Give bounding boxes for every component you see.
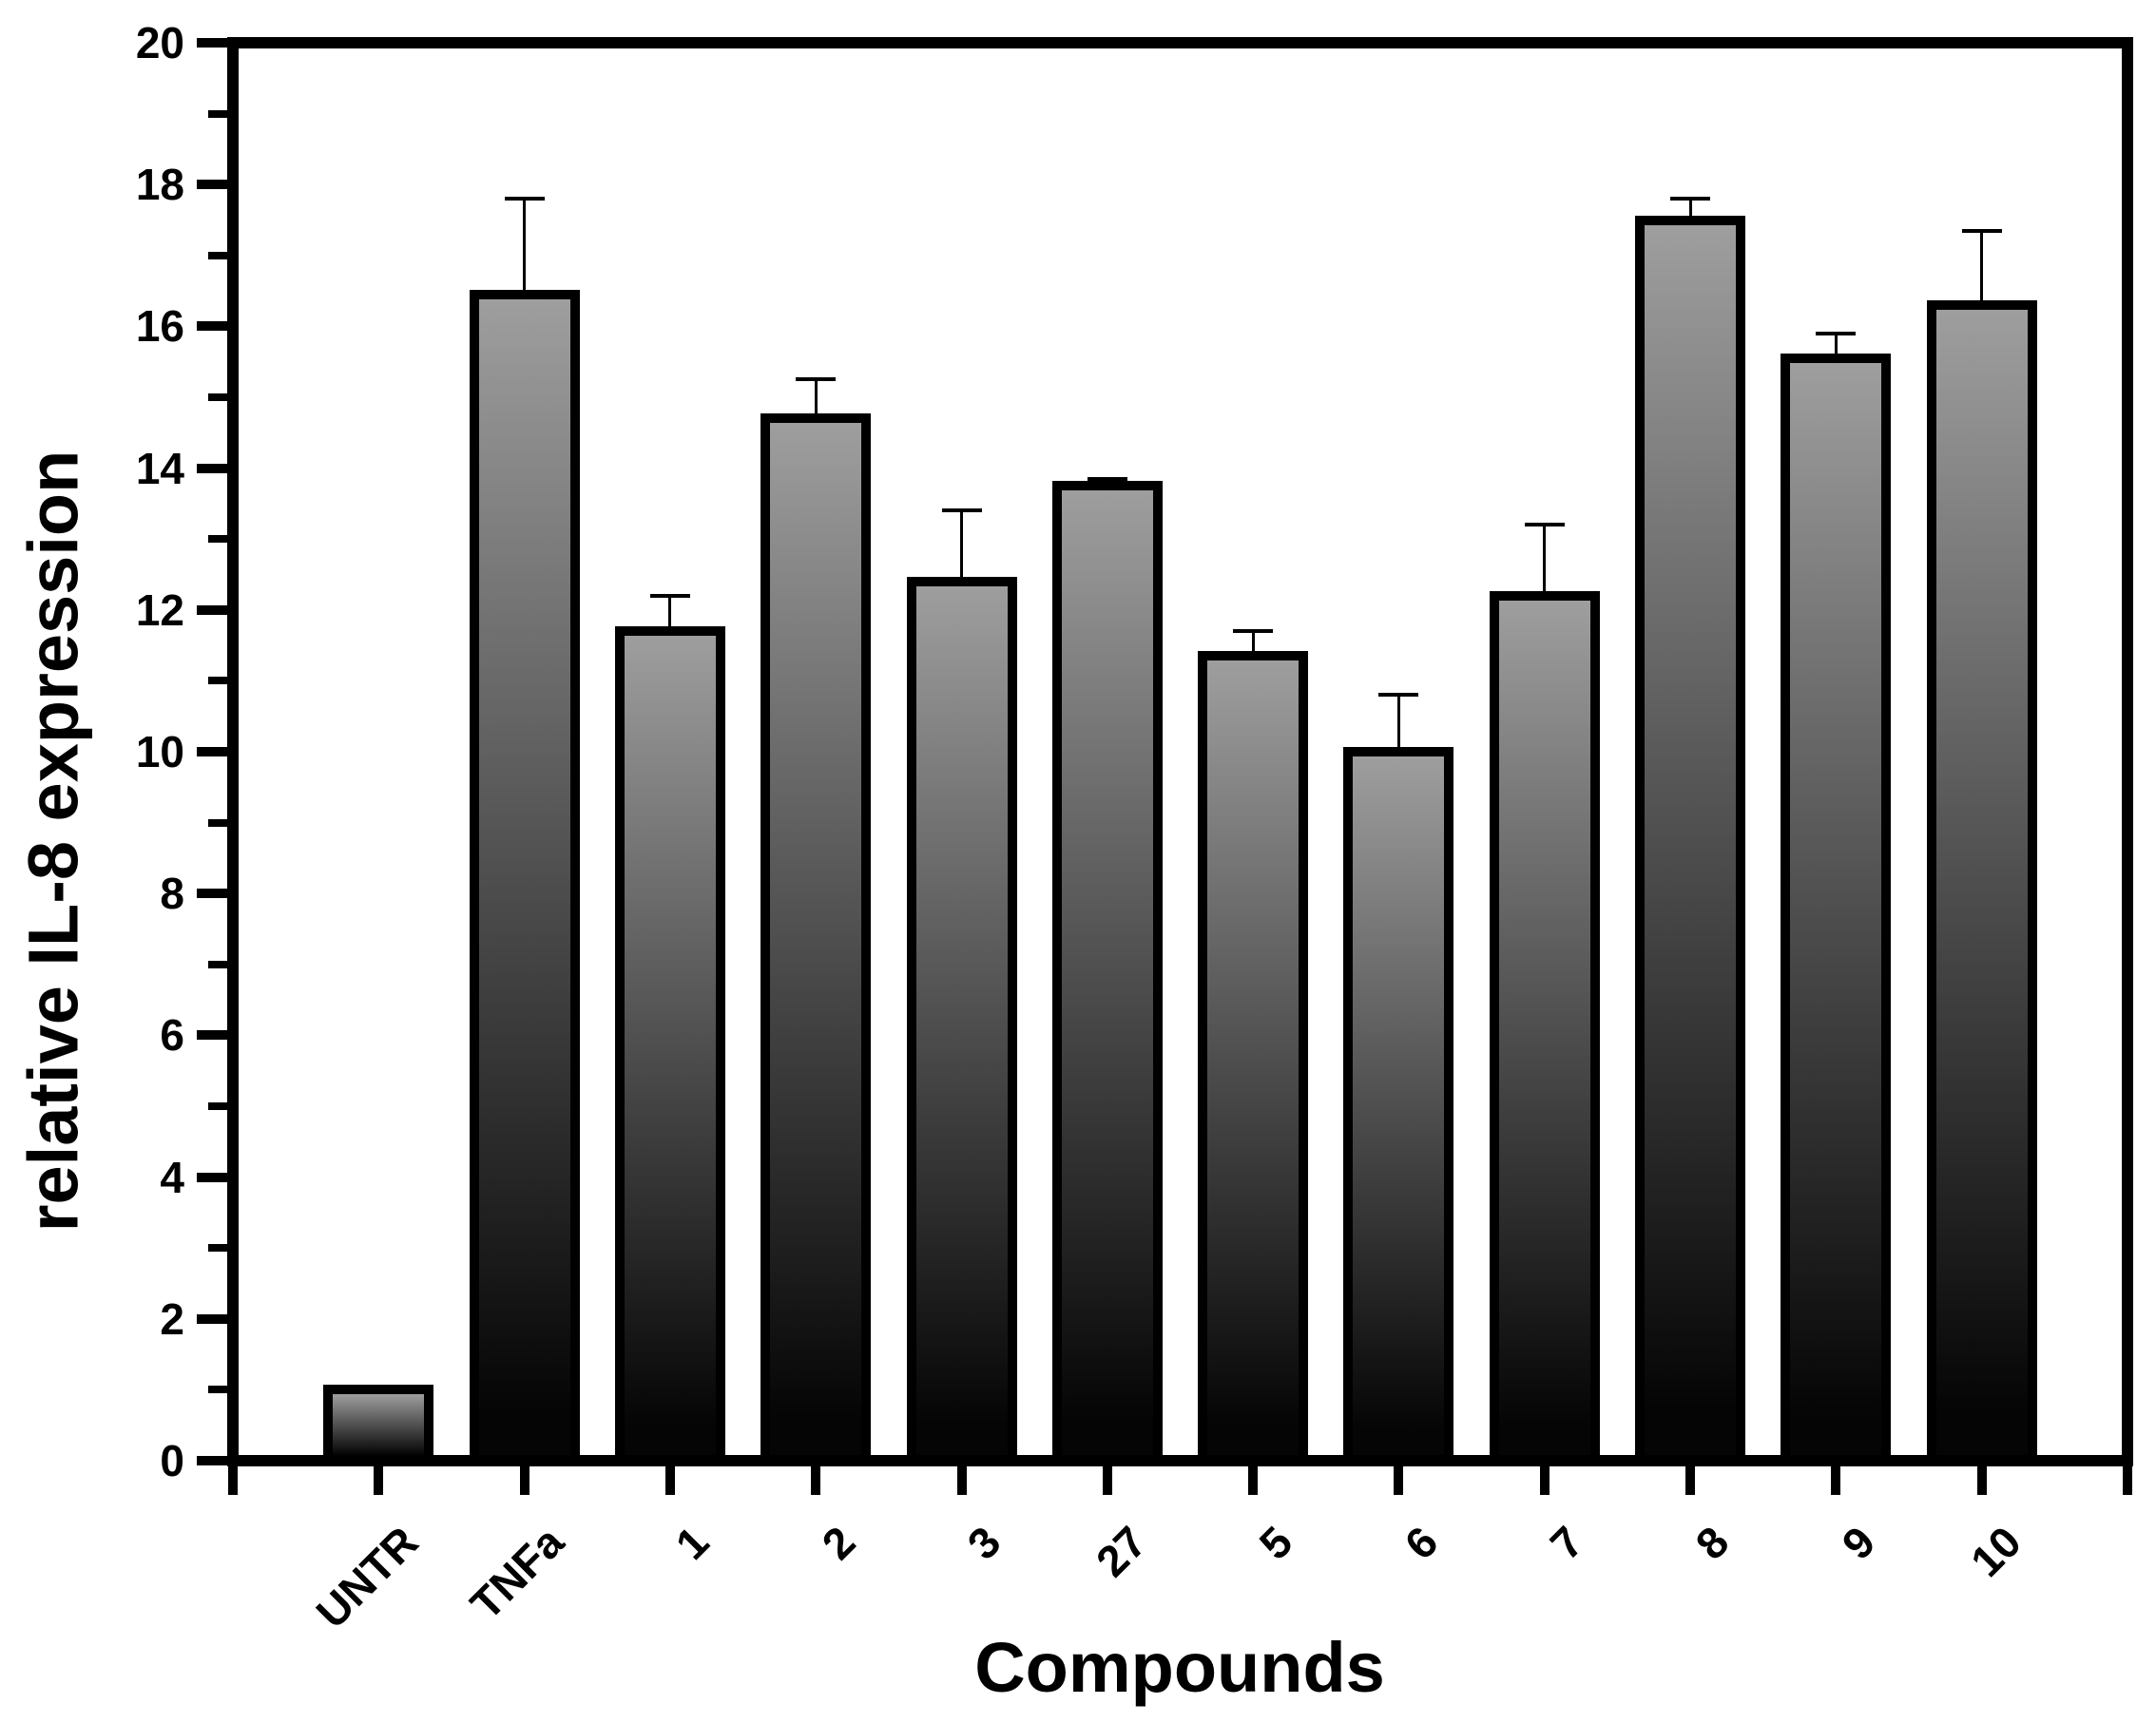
x-tick-label-UNTR: UNTR [305,1517,428,1638]
x-tick-label-10: 10 [1960,1517,2031,1586]
bar-2 [760,413,872,1466]
error-bar-cap-8 [1670,197,1711,201]
y-axis-title: relative IL-8 expression [13,450,93,1233]
y-major-tick-2 [197,1313,227,1324]
x-tick-3 [664,1466,675,1495]
y-tick-label-20: 20 [135,18,184,67]
bar-3 [906,576,1017,1466]
x-tick-1 [374,1466,384,1495]
error-bar-cap-5 [1233,629,1274,634]
bar-10 [1926,300,2037,1466]
x-tick-10 [1685,1466,1696,1495]
y-major-tick-12 [197,604,227,615]
y-minor-tick-11 [208,677,227,685]
y-tick-label-16: 16 [135,301,184,352]
x-tick-5 [956,1466,967,1495]
error-bar-line-TNFa [523,199,527,295]
error-bar-cap-6 [1378,693,1419,698]
y-major-tick-20 [197,38,227,48]
x-tick-label-1: 1 [665,1517,719,1569]
x-tick-4 [811,1466,821,1495]
y-major-tick-16 [197,321,227,332]
y-tick-label-12: 12 [135,584,184,635]
x-tick-label-3: 3 [957,1517,1011,1569]
y-minor-tick-13 [208,535,227,544]
x-tick-13 [2123,1466,2132,1495]
x-tick-label-8: 8 [1685,1517,1739,1569]
error-bar-cap-TNFa [504,197,545,201]
y-major-tick-4 [197,1172,227,1182]
y-minor-tick-19 [208,109,227,118]
error-bar-line-8 [1688,199,1692,220]
error-bar-cap-3 [941,508,982,513]
y-tick-label-6: 6 [160,1010,184,1061]
bar-9 [1781,353,1892,1466]
error-bar-line-3 [960,510,964,582]
plot-frame [227,37,2133,1466]
x-tick-label-5: 5 [1249,1517,1301,1569]
x-tick-label-2: 2 [812,1517,865,1569]
x-tick-label-27: 27 [1086,1517,1156,1586]
error-bar-cap-1 [649,593,690,598]
x-tick-label-6: 6 [1395,1517,1448,1569]
y-minor-tick-15 [208,393,227,401]
y-minor-tick-9 [208,818,227,827]
x-tick-label-TNFa: TNFa [460,1517,573,1630]
error-bar-cap-7 [1524,523,1565,527]
x-tick-6 [1102,1466,1112,1495]
x-tick-2 [519,1466,529,1495]
error-bar-line-9 [1834,333,1838,358]
x-tick-12 [1976,1466,1987,1495]
y-minor-tick-17 [208,251,227,259]
y-tick-label-18: 18 [135,160,184,210]
x-tick-8 [1394,1466,1404,1495]
x-tick-label-9: 9 [1832,1517,1885,1569]
y-major-tick-0 [197,1456,227,1465]
error-bar-line-1 [668,595,672,632]
y-tick-label-2: 2 [160,1293,184,1344]
error-bar-line-5 [1251,631,1255,657]
x-tick-label-7: 7 [1540,1517,1593,1569]
y-major-tick-18 [197,180,227,190]
bar-TNFa [469,289,580,1466]
y-tick-label-8: 8 [160,869,184,919]
error-bar-line-2 [814,379,818,419]
y-tick-label-4: 4 [160,1152,184,1202]
y-minor-tick-7 [208,960,227,968]
y-tick-label-14: 14 [135,443,184,493]
x-tick-11 [1831,1466,1841,1495]
error-bar-cap-27 [1087,476,1127,481]
y-major-tick-8 [197,889,227,899]
y-tick-label-0: 0 [160,1436,184,1485]
x-tick-0 [228,1466,238,1495]
y-major-tick-6 [197,1030,227,1041]
y-tick-label-10: 10 [135,727,184,776]
error-bar-line-10 [1980,230,1984,306]
x-axis-title: Compounds [974,1628,1385,1707]
x-tick-7 [1248,1466,1259,1495]
bar-7 [1489,590,1600,1466]
error-bar-cap-2 [796,377,837,382]
error-bar-cap-9 [1816,331,1857,335]
y-minor-tick-1 [208,1386,227,1394]
error-bar-line-6 [1396,695,1400,752]
error-bar-cap-10 [1961,228,2002,233]
x-tick-9 [1539,1466,1550,1495]
y-major-tick-10 [197,747,227,756]
y-minor-tick-5 [208,1102,227,1110]
y-minor-tick-3 [208,1244,227,1253]
bar-5 [1198,651,1309,1466]
error-bar-line-7 [1543,525,1547,596]
y-major-tick-14 [197,463,227,473]
bar-8 [1635,215,1746,1466]
